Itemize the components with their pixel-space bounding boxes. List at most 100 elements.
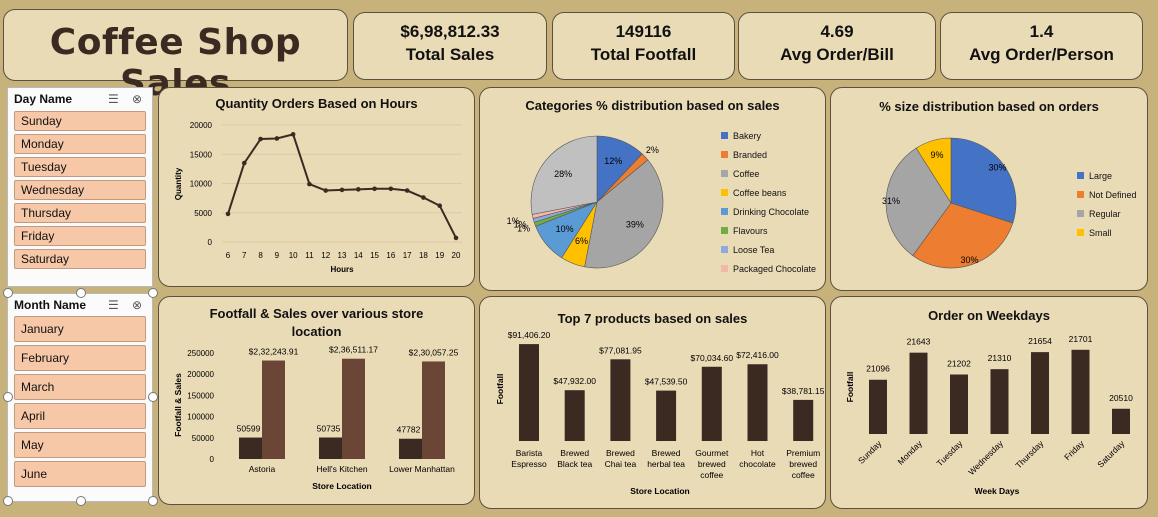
slice-label: 1% xyxy=(507,216,520,226)
chart-title: Categories % distribution based on sales xyxy=(525,98,780,113)
slicer-item-may[interactable]: May xyxy=(14,432,146,458)
x-tick-label: Brewed xyxy=(606,448,635,458)
data-label: $77,081.95 xyxy=(599,345,642,355)
weekday-bar xyxy=(1112,408,1130,434)
y-axis-title: Footfall xyxy=(845,372,855,403)
resize-handle[interactable] xyxy=(76,288,86,298)
multi-select-icon[interactable]: ☰ xyxy=(108,298,119,312)
legend-swatch xyxy=(721,265,728,272)
kpi-total-footfall: 149116 Total Footfall xyxy=(552,12,735,80)
slicer-item-sunday[interactable]: Sunday xyxy=(14,111,146,131)
data-point xyxy=(274,136,280,141)
chart-title: Quantity Orders Based on Hours xyxy=(215,96,418,111)
chart-title: Footfall & Sales over various store loca… xyxy=(209,306,424,339)
x-tick-label: chocolate xyxy=(739,459,776,469)
resize-handle[interactable] xyxy=(76,496,86,506)
y-tick-label: 0 xyxy=(210,455,215,464)
x-tick-label: Black tea xyxy=(557,459,592,469)
resize-handle[interactable] xyxy=(3,496,13,506)
categories-chart-card: Categories % distribution based on sales… xyxy=(479,87,826,291)
x-tick-label: brewed xyxy=(789,459,817,469)
x-tick-label: 13 xyxy=(338,251,347,260)
data-label: 21096 xyxy=(866,364,890,374)
legend-swatch xyxy=(721,227,728,234)
x-tick-label: 14 xyxy=(354,251,363,260)
products-chart-card: Top 7 products based on sales $91,406.20… xyxy=(479,296,826,509)
product-bar xyxy=(564,390,585,441)
data-point xyxy=(225,211,231,217)
slicer-item-january[interactable]: January xyxy=(14,316,146,342)
x-tick-label: 17 xyxy=(403,251,412,260)
resize-handle[interactable] xyxy=(3,392,13,402)
data-label: $70,034.60 xyxy=(691,353,734,363)
resize-handle[interactable] xyxy=(3,288,13,298)
data-label: 21701 xyxy=(1069,334,1093,344)
slicer-item-wednesday[interactable]: Wednesday xyxy=(14,180,146,200)
x-tick-label: 9 xyxy=(275,251,280,260)
kpi-total-sales: $6,98,812.33 Total Sales xyxy=(353,12,547,80)
y-tick-label: 0 xyxy=(208,238,213,247)
product-bar xyxy=(656,390,677,441)
data-point xyxy=(453,235,459,241)
y-tick-label: 250000 xyxy=(187,349,214,358)
slice-label: 1% xyxy=(514,219,527,229)
categories-legend: Bakery Branded Coffee Coffee beans Drinking … xyxy=(721,126,816,278)
y-tick-label: 200000 xyxy=(187,370,214,379)
clear-filter-icon[interactable]: ⊗ xyxy=(132,92,143,106)
x-tick-label: coffee xyxy=(700,470,723,480)
clear-filter-icon[interactable]: ⊗ xyxy=(132,298,143,312)
x-tick-label: Chai tea xyxy=(605,459,637,469)
data-label: $91,406.20 xyxy=(508,330,551,340)
data-label: $2,36,511.17 xyxy=(329,345,378,355)
data-point xyxy=(437,203,443,209)
data-label: 21654 xyxy=(1028,336,1052,346)
resize-handle[interactable] xyxy=(148,496,158,506)
data-point xyxy=(323,188,329,193)
slicer-item-march[interactable]: March xyxy=(14,374,146,400)
multi-select-icon[interactable]: ☰ xyxy=(108,92,119,106)
legend-item: Large xyxy=(1077,166,1137,185)
slicer-item-april[interactable]: April xyxy=(14,403,146,429)
slicer-item-tuesday[interactable]: Tuesday xyxy=(14,157,146,177)
store-bar xyxy=(262,360,285,459)
legend-item: Bakery xyxy=(721,126,816,145)
data-point xyxy=(404,188,410,193)
slicer-item-monday[interactable]: Monday xyxy=(14,134,146,154)
pie-slice xyxy=(885,147,952,257)
slicer-item-june[interactable]: June xyxy=(14,461,146,487)
x-tick-label: Saturday xyxy=(1095,438,1127,470)
kpi-value: 1.4 xyxy=(1029,22,1054,41)
legend-label: Drinking Chocolate xyxy=(733,206,810,217)
store-bar xyxy=(239,437,262,459)
chart-title: % size distribution based on orders xyxy=(879,99,1099,114)
slicer-item-friday[interactable]: Friday xyxy=(14,226,146,246)
slicer-item-february[interactable]: February xyxy=(14,345,146,371)
hours-chart-card: Quantity Orders Based on Hours 0 5000 1000… xyxy=(158,87,475,287)
data-label: $72,416.00 xyxy=(736,350,779,360)
y-tick-label: 15000 xyxy=(190,150,213,159)
x-tick-label: coffee xyxy=(792,470,815,480)
y-axis-title: Footfall xyxy=(495,374,505,405)
slicer-item-thursday[interactable]: Thursday xyxy=(14,203,146,223)
x-tick-label: 10 xyxy=(289,251,298,260)
weekday-bar xyxy=(990,369,1009,434)
data-label: $47,932.00 xyxy=(553,376,596,386)
x-tick-label: 20 xyxy=(452,251,461,260)
weekday-bar xyxy=(950,374,968,434)
slicer-item-saturday[interactable]: Saturday xyxy=(14,249,146,269)
x-tick-label: Espresso xyxy=(511,459,547,469)
data-point xyxy=(421,195,426,200)
legend-label: Regular xyxy=(1089,208,1121,219)
legend-swatch xyxy=(721,170,728,177)
legend-label: Coffee beans xyxy=(733,187,787,198)
data-point xyxy=(355,187,361,192)
hours-line-chart: 0 5000 10000 15000 20000 6 7 8 9 10 11 12 13 14 15 16 17… xyxy=(174,121,462,274)
x-tick-label: herbal tea xyxy=(647,459,685,469)
y-axis-title: Quantity xyxy=(174,167,183,200)
legend-label: Branded xyxy=(733,149,768,160)
resize-handle[interactable] xyxy=(148,288,158,298)
data-point xyxy=(258,136,263,142)
resize-handle[interactable] xyxy=(148,392,158,402)
x-axis-title: Week Days xyxy=(975,486,1020,496)
x-tick-label: brewed xyxy=(698,459,726,469)
